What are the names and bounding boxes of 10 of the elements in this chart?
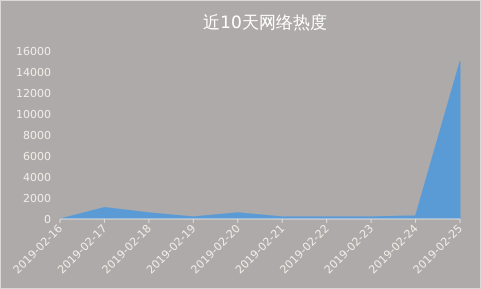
chart-title: 近10天网络热度 bbox=[203, 13, 327, 33]
y-tick-label: 14000 bbox=[16, 66, 51, 79]
y-tick-label: 16000 bbox=[16, 45, 51, 58]
y-tick-label: 4000 bbox=[23, 171, 51, 184]
y-tick-label: 10000 bbox=[16, 108, 51, 121]
y-tick-label: 6000 bbox=[23, 150, 51, 163]
y-tick-label: 2000 bbox=[23, 192, 51, 205]
y-tick-label: 12000 bbox=[16, 87, 51, 100]
y-tick-label: 8000 bbox=[23, 129, 51, 142]
y-tick-label: 0 bbox=[44, 213, 51, 226]
